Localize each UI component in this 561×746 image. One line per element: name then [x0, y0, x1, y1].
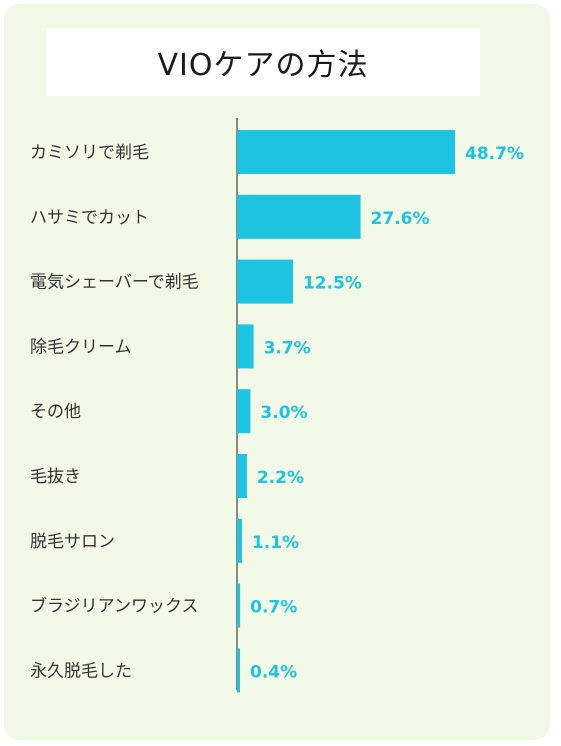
- category-label: 脱毛サロン: [30, 532, 115, 552]
- category-label: 電気シェーバーで剃毛: [30, 273, 199, 293]
- bar: [237, 583, 241, 628]
- bar: [237, 194, 361, 239]
- value-label: 0.7%: [250, 598, 297, 618]
- bar: [237, 130, 455, 174]
- bar: [237, 454, 247, 498]
- bar: [237, 259, 293, 304]
- bar: [237, 648, 240, 693]
- value-label: 0.4%: [250, 662, 297, 682]
- category-label: 毛抜き: [30, 467, 81, 487]
- category-label: 除毛クリーム: [30, 337, 132, 357]
- value-label: 48.7%: [465, 144, 524, 164]
- bar: [237, 518, 242, 563]
- value-label: 3.0%: [260, 403, 307, 423]
- chart-card: [4, 4, 550, 740]
- value-label: 1.1%: [252, 533, 299, 553]
- value-label: 3.7%: [264, 338, 311, 358]
- value-label: 27.6%: [371, 209, 430, 229]
- bar: [237, 389, 251, 434]
- category-label: その他: [30, 402, 81, 422]
- category-label: ブラジリアンワックス: [30, 596, 198, 617]
- bar: [237, 324, 254, 369]
- value-label: 2.2%: [257, 468, 304, 488]
- category-label: ハサミでカット: [30, 208, 149, 228]
- chart-title-box: VIOケアの方法: [46, 28, 480, 96]
- chart-title: VIOケアの方法: [157, 48, 369, 83]
- value-label: 12.5%: [303, 274, 362, 294]
- category-label: カミソリで剃毛: [30, 143, 149, 163]
- category-label: 永久脱毛した: [30, 661, 132, 681]
